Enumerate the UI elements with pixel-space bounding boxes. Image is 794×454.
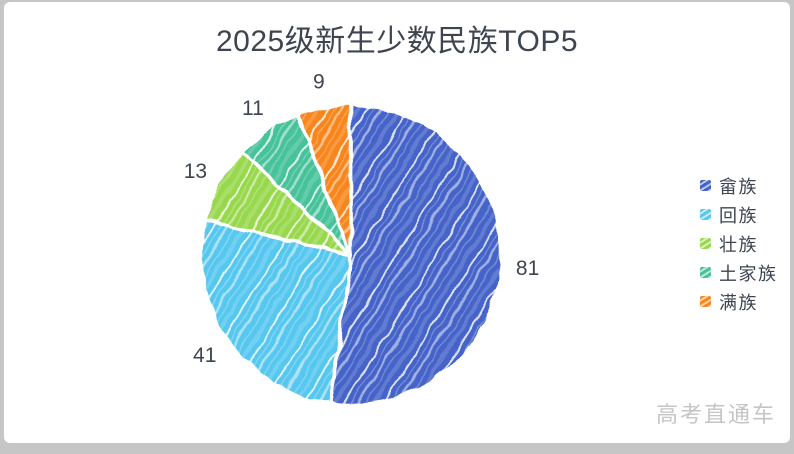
pie-chart: 81 41 13 11 9 (184, 70, 540, 407)
pie-value-label-满族: 9 (313, 70, 325, 93)
pie-value-label-土家族: 11 (242, 97, 264, 120)
legend-swatch-icon (700, 180, 711, 191)
legend-swatch-icon (700, 209, 711, 220)
legend-label: 土家族 (719, 263, 778, 284)
legend-label: 畲族 (719, 176, 758, 197)
legend: 畲族回族壮族土家族满族 (700, 176, 778, 321)
legend-item-畲族[interactable]: 畲族 (700, 176, 778, 197)
legend-item-回族[interactable]: 回族 (700, 205, 778, 226)
chart-card: 2025级新生少数民族TOP5 81 41 13 11 9 畲族回族壮族土家族满族 高考… (4, 2, 790, 443)
pie-value-label-畲族: 81 (516, 257, 539, 280)
legend-item-土家族[interactable]: 土家族 (700, 263, 778, 284)
pie-slice-畲族[interactable] (328, 103, 503, 407)
legend-label: 满族 (719, 292, 758, 313)
pie-slices-group (199, 103, 503, 407)
legend-label: 壮族 (719, 234, 758, 255)
chart-title: 2025级新生少数民族TOP5 (215, 25, 579, 58)
watermark: 高考直通车 (656, 402, 777, 427)
pie-labels-group: 81 41 13 11 9 (184, 70, 540, 367)
legend-label: 回族 (719, 205, 758, 226)
legend-swatch-icon (700, 296, 711, 307)
pie-value-label-壮族: 13 (184, 160, 207, 183)
legend-swatch-icon (700, 267, 711, 278)
legend-item-壮族[interactable]: 壮族 (700, 234, 778, 255)
pie-value-label-回族: 41 (193, 344, 216, 367)
legend-swatch-icon (700, 238, 711, 249)
legend-item-满族[interactable]: 满族 (700, 292, 778, 313)
